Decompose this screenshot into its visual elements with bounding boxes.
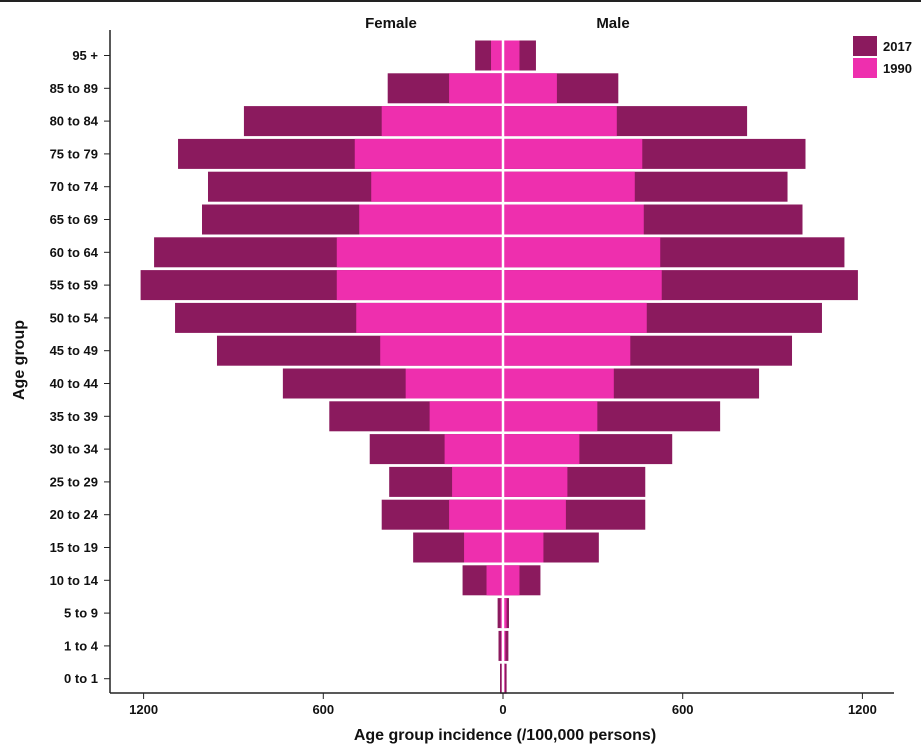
bar-female-2017-0-to-1 (500, 663, 503, 694)
y-tick-label: 95 + (72, 48, 98, 63)
bar-female-1990-75-to-79 (354, 138, 503, 169)
bar-female-1990-55-to-59 (336, 270, 503, 301)
bar-female-1990-85-to-89 (449, 73, 503, 104)
y-tick-label: 75 to 79 (50, 146, 98, 161)
bar-male-1990-85-to-89 (503, 73, 557, 104)
bar-female-1990-10-to-14 (486, 565, 503, 596)
x-tick-label: 0 (499, 702, 506, 717)
x-axis-title: Age group incidence (/100,000 persons) (354, 727, 656, 744)
legend-swatch-1990 (853, 58, 877, 78)
y-tick-label: 80 to 84 (50, 114, 99, 129)
bar-male-1990-55-to-59 (503, 270, 662, 301)
x-tick-label: 600 (672, 702, 694, 717)
y-tick-label: 40 to 44 (50, 376, 99, 391)
bar-female-1990-20-to-24 (449, 499, 503, 530)
panel-title-female: Female (365, 15, 417, 32)
y-tick-label: 45 to 49 (50, 343, 98, 358)
bar-male-2017-1-to-4 (503, 630, 509, 661)
y-tick-label: 35 to 39 (50, 409, 98, 424)
y-axis-title: Age group (11, 320, 28, 400)
y-tick-label: 5 to 9 (64, 606, 98, 621)
bar-female-2017-1-to-4 (498, 630, 503, 661)
y-tick-label: 10 to 14 (50, 573, 99, 588)
bar-male-1990-70-to-74 (503, 171, 635, 202)
bar-female-1990-25-to-29 (452, 466, 503, 497)
y-tick-label: 60 to 64 (50, 245, 99, 260)
legend-label-1990: 1990 (883, 61, 912, 76)
bar-female-2017-5-to-9 (497, 598, 503, 629)
bar-male-1990-25-to-29 (503, 466, 568, 497)
bar-female-1990-40-to-44 (405, 368, 503, 399)
bar-male-1990-35-to-39 (503, 401, 598, 432)
bar-female-1990-70-to-74 (371, 171, 503, 202)
bar-female-1990-15-to-19 (464, 532, 503, 563)
y-tick-label: 65 to 69 (50, 212, 98, 227)
bar-female-1990-45-to-49 (380, 335, 503, 366)
bar-female-1990-35-to-39 (429, 401, 503, 432)
x-tick-label: 600 (312, 702, 334, 717)
bar-male-1990-30-to-34 (503, 434, 580, 465)
panel-title-male: Male (596, 15, 629, 32)
x-ticks-layer: 1200 600 0 600 1200 (129, 693, 877, 717)
y-ticks-layer: 95 + 85 to 89 80 to 84 75 to 79 70 to 74 65 t… (50, 48, 110, 686)
bar-male-1990-10-to-14 (503, 565, 520, 596)
bar-male-1990-40-to-44 (503, 368, 614, 399)
y-tick-label: 20 to 24 (50, 507, 99, 522)
bar-male-1990-65-to-69 (503, 204, 644, 235)
bar-female-1990-65-to-69 (359, 204, 503, 235)
y-tick-label: 25 to 29 (50, 474, 98, 489)
y-tick-label: 70 to 74 (50, 179, 99, 194)
bar-male-1990-20-to-24 (503, 499, 566, 530)
bar-male-1990-75-to-79 (503, 138, 643, 169)
legend-swatch-2017 (853, 36, 877, 56)
y-tick-label: 50 to 54 (50, 310, 99, 325)
legend-label-2017: 2017 (883, 39, 912, 54)
bar-female-1990-80-to-84 (381, 106, 503, 137)
y-tick-label: 1 to 4 (64, 638, 99, 653)
legend: 2017 1990 (853, 36, 912, 78)
y-tick-label: 30 to 34 (50, 442, 99, 457)
bar-male-1990-45-to-49 (503, 335, 631, 366)
y-tick-label: 55 to 59 (50, 278, 98, 293)
bar-female-1990-50-to-54 (356, 302, 503, 333)
y-tick-label: 15 to 19 (50, 540, 98, 555)
bar-male-1990-95 (503, 40, 520, 71)
y-tick-label: 0 to 1 (64, 671, 98, 686)
bar-male-1990-60-to-64 (503, 237, 661, 268)
bar-male-1990-5-to-9 (503, 598, 507, 629)
bar-male-1990-15-to-19 (503, 532, 544, 563)
x-tick-label: 1200 (129, 702, 158, 717)
bar-male-1990-50-to-54 (503, 302, 647, 333)
bar-female-1990-30-to-34 (444, 434, 503, 465)
bar-female-1990-95 (491, 40, 503, 71)
bar-female-1990-60-to-64 (336, 237, 503, 268)
y-tick-label: 85 to 89 (50, 81, 98, 96)
x-tick-label: 1200 (848, 702, 877, 717)
bar-male-1990-80-to-84 (503, 106, 617, 137)
bars-layer (140, 36, 858, 694)
